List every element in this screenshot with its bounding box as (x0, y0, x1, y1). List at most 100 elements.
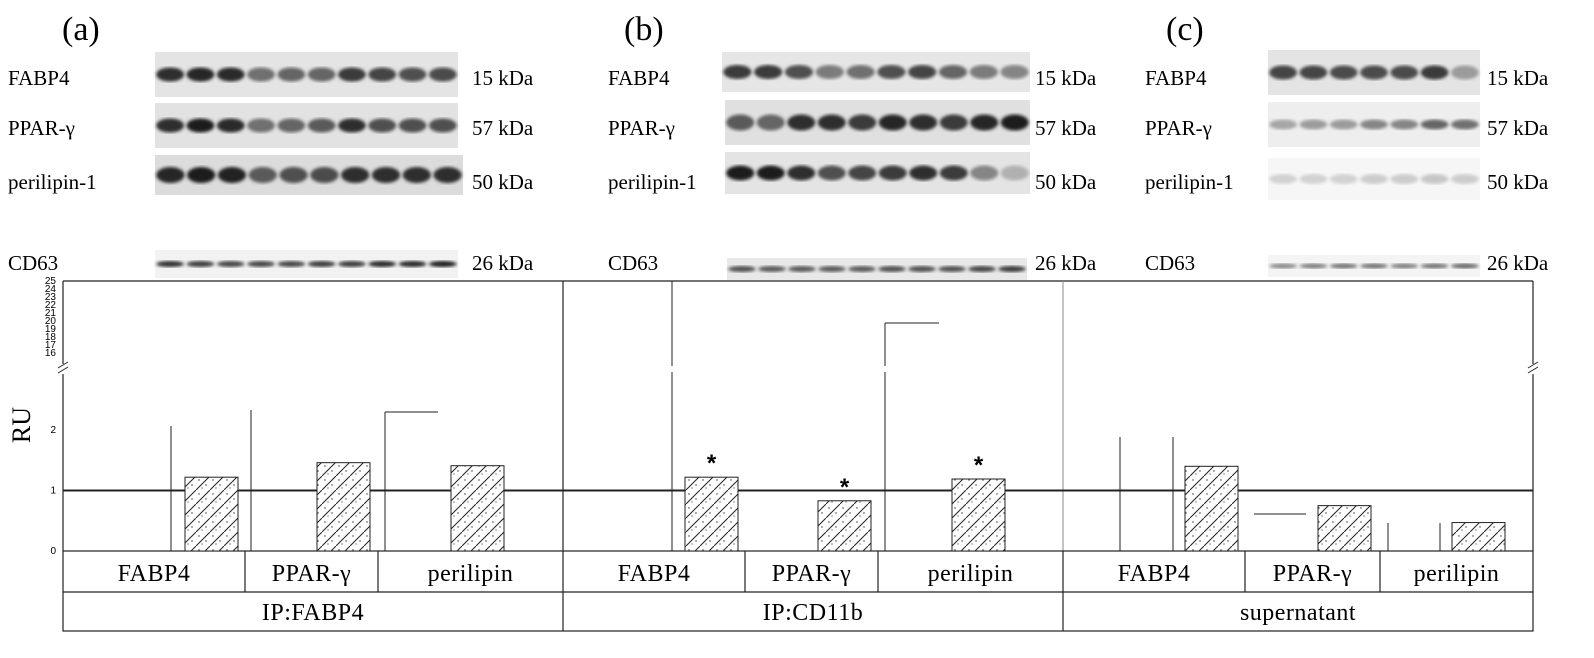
blot-band (247, 118, 275, 133)
blot-band (970, 165, 999, 181)
axis-break-gap (664, 366, 676, 372)
blot-band (908, 266, 936, 272)
blot-band (1269, 65, 1298, 80)
kda-perilipin-c: 50 kDa (1487, 170, 1549, 194)
blot-band (277, 261, 306, 267)
blot-band (1420, 65, 1449, 80)
blot-strip-fabp4-a (155, 52, 458, 97)
blot-band (186, 261, 215, 267)
panel-letter-c: (c) (1166, 11, 1204, 48)
blot-band (969, 65, 998, 79)
blot-band (787, 165, 816, 181)
panel-letter-b: (b) (624, 11, 664, 48)
blot-band (1329, 119, 1358, 130)
kda-cd63-c: 26 kDa (1487, 251, 1549, 275)
y-tick-label: 19 (45, 324, 57, 335)
y-tick-label: 17 (45, 340, 57, 351)
blot-band (1450, 119, 1479, 130)
blot-band (1390, 263, 1419, 269)
group-label: supernatant (1240, 600, 1356, 626)
blot-band (754, 65, 783, 79)
blot-band (1000, 165, 1029, 181)
significance-markers: * * * (707, 450, 984, 501)
blot-label-cd63-b: CD63 (608, 251, 658, 275)
blot-band (277, 118, 306, 133)
blot-band (428, 67, 457, 82)
bar (951, 478, 1006, 552)
blot-band (1269, 174, 1298, 184)
blot-label-fabp4-a: FABP4 (8, 66, 70, 90)
blot-band (1360, 263, 1388, 269)
blot-band (1360, 174, 1388, 184)
blot-band (878, 266, 906, 272)
blot-band (433, 167, 462, 183)
blot-band (1360, 65, 1388, 80)
blot-band (817, 165, 846, 181)
blot-band (307, 261, 336, 267)
category-label: PPAR-γ (1273, 561, 1352, 587)
kda-pparg-c: 57 kDa (1487, 116, 1549, 140)
blot-band (787, 114, 816, 131)
group-labels: IP:FABP4 IP:CD11b supernatant (262, 600, 1356, 626)
blot-panel-a: (a) FABP4 PPAR-γ perilipin-1 CD63 15 kDa… (8, 11, 534, 278)
category-label: perilipin (1414, 561, 1500, 587)
blot-band (909, 165, 938, 181)
blot-band (368, 261, 397, 267)
blot-band (939, 165, 968, 181)
blot-band (788, 266, 816, 272)
blot-strip-perilipin-b (725, 152, 1030, 194)
bar (316, 462, 371, 552)
blot-band (156, 118, 185, 133)
y-tick-label: 21 (45, 308, 57, 319)
significance-star: * (974, 452, 984, 479)
blot-strip-cd63-a (155, 250, 458, 278)
blot-band (156, 261, 185, 267)
category-label: FABP4 (618, 561, 691, 587)
blot-band (216, 261, 245, 267)
blot-band (968, 266, 996, 272)
category-label: PPAR-γ (772, 561, 851, 587)
blot-band (187, 167, 216, 183)
blot-strip-cd63-c (1268, 255, 1480, 277)
blot-band (368, 118, 397, 133)
kda-pparg-a: 57 kDa (472, 116, 534, 140)
blot-band (368, 67, 397, 82)
blot-label-fabp4-b: FABP4 (608, 66, 670, 90)
significance-star: * (707, 450, 717, 477)
y-tick-label: 20 (45, 316, 57, 327)
blot-band (398, 261, 427, 267)
blot-band (817, 114, 846, 131)
y-tick-label: 22 (45, 300, 57, 311)
blot-band (998, 266, 1026, 272)
axis-break-mark (1527, 361, 1539, 369)
bar (1451, 522, 1506, 552)
blot-band (878, 165, 907, 181)
bar (1317, 505, 1372, 552)
blot-band (247, 261, 275, 267)
blot-band (848, 266, 876, 272)
blot-band (1360, 119, 1388, 130)
blot-label-cd63-c: CD63 (1145, 251, 1195, 275)
blot-band (338, 67, 366, 82)
blot-label-pparg-b: PPAR-γ (608, 116, 675, 140)
category-label: PPAR-γ (272, 561, 351, 587)
y-tick-label: 18 (45, 332, 57, 343)
panel-letter-a: (a) (62, 11, 100, 48)
kda-fabp4-a: 15 kDa (472, 66, 534, 90)
kda-cd63-a: 26 kDa (472, 251, 534, 275)
blot-band (279, 167, 308, 183)
axis-break-mark (57, 361, 69, 369)
y-tick-label: 0 (50, 546, 56, 557)
blot-band (756, 114, 785, 131)
blot-band (338, 261, 366, 267)
blot-band (277, 67, 306, 82)
blot-band (248, 167, 277, 183)
blot-strip-pparg-c (1268, 102, 1480, 147)
blot-band (1420, 174, 1449, 184)
blot-band (186, 67, 215, 82)
y-tick-label: 23 (45, 292, 57, 303)
blot-band (726, 165, 755, 181)
blot-band (341, 167, 370, 183)
blot-band (723, 65, 752, 79)
